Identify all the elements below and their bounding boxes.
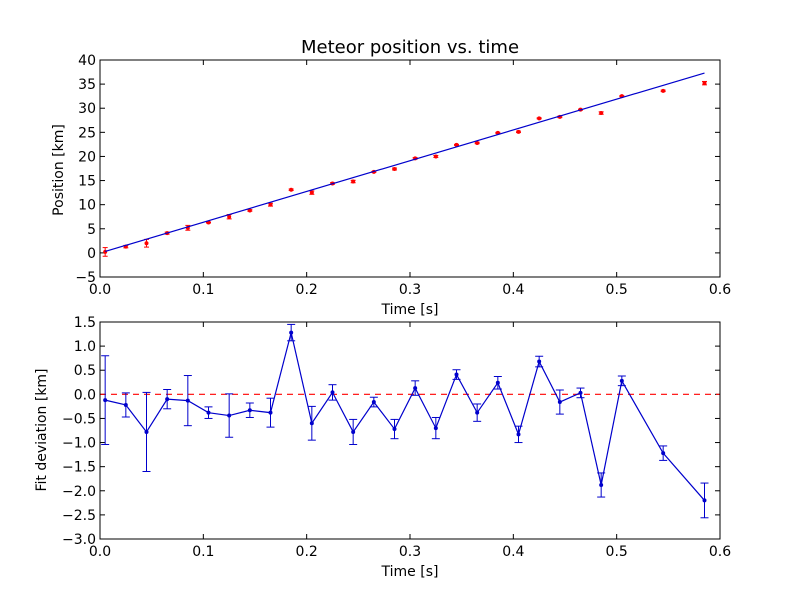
bottom-data-point xyxy=(413,386,418,391)
top-ytick-label: 0 xyxy=(87,246,96,262)
bottom-xtick-label: 0.3 xyxy=(399,544,421,560)
top-ytick-label: 20 xyxy=(78,149,96,165)
top-data-point xyxy=(599,111,604,116)
top-ytick-label: 40 xyxy=(78,53,96,69)
top-xtick-label: 0.0 xyxy=(89,282,111,298)
bottom-ytick-label: −1.5 xyxy=(62,460,96,476)
bottom-xtick-label: 0.0 xyxy=(89,544,111,560)
bottom-data-point xyxy=(619,378,624,383)
bottom-data-point xyxy=(557,400,562,405)
top-xtick-label: 0.4 xyxy=(502,282,524,298)
bottom-ytick-label: 1.0 xyxy=(74,339,96,355)
bottom-data-point xyxy=(475,410,480,415)
bottom-data-point xyxy=(227,413,232,418)
bottom-chart-ylabel: Fit deviation [km] xyxy=(34,368,50,491)
top-data-point xyxy=(661,88,666,93)
top-data-point xyxy=(309,190,314,195)
top-data-point xyxy=(351,179,356,184)
top-xtick-label: 0.2 xyxy=(296,282,318,298)
bottom-data-point xyxy=(123,402,128,407)
bottom-axes-frame xyxy=(99,321,721,540)
bottom-data-point xyxy=(537,359,542,364)
bottom-data-point xyxy=(392,427,397,432)
bottom-xtick-label: 0.1 xyxy=(192,544,214,560)
top-series-line-1 xyxy=(104,72,705,253)
top-data-point xyxy=(144,241,149,246)
bottom-ytick-label: 1.5 xyxy=(74,315,96,331)
top-data-point xyxy=(247,208,252,213)
bottom-data-point xyxy=(599,482,604,487)
bottom-ytick-label: −3.0 xyxy=(62,532,96,548)
bottom-data-point xyxy=(144,429,149,434)
bottom-data-point xyxy=(454,372,459,377)
bottom-data-point xyxy=(309,421,314,426)
top-data-point xyxy=(516,129,521,134)
top-axes-frame xyxy=(99,59,721,278)
bottom-ytick-label: −0.5 xyxy=(62,411,96,427)
bottom-data-point xyxy=(103,398,108,403)
bottom-series-line-0 xyxy=(105,332,705,501)
bottom-xtick-label: 0.2 xyxy=(296,544,318,560)
top-ytick-label: −5 xyxy=(75,270,96,286)
top-ytick-label: 10 xyxy=(78,198,96,214)
top-ytick-label: 35 xyxy=(78,77,96,93)
bottom-chart-xlabel: Time [s] xyxy=(381,564,439,580)
bottom-xtick-label: 0.6 xyxy=(709,544,731,560)
top-data-point xyxy=(392,166,397,171)
top-data-point xyxy=(433,154,438,159)
top-xtick-label: 0.1 xyxy=(192,282,214,298)
bottom-chart: 0.0 0.1 0.2 0.3 0.4 0.5 0.6 −3.0 −2.5 −2.0 −1.5 −1.… xyxy=(62,315,731,560)
bottom-data-point xyxy=(702,498,707,503)
top-data-point xyxy=(475,140,480,145)
bottom-ytick-label: 0.0 xyxy=(74,387,96,403)
bottom-data-point xyxy=(661,451,666,456)
top-ytick-label: 30 xyxy=(78,101,96,117)
bottom-data-point xyxy=(516,432,521,437)
bottom-data-point xyxy=(268,410,273,415)
top-chart-xlabel: Time [s] xyxy=(381,302,439,318)
bottom-data-point xyxy=(206,410,211,415)
bottom-data-point xyxy=(371,400,376,405)
bottom-data-point xyxy=(495,380,500,385)
bottom-ytick-label: −2.5 xyxy=(62,508,96,524)
top-chart: 0.0 0.1 0.2 0.3 0.4 0.5 0.6 −5 0 5 10 15 20 25 30 35 40 xyxy=(75,53,731,298)
bottom-data-point xyxy=(185,398,190,403)
bottom-data-point xyxy=(165,397,170,402)
top-data-point xyxy=(289,187,294,192)
top-xtick-label: 0.3 xyxy=(399,282,421,298)
bottom-data-point xyxy=(330,390,335,395)
top-xtick-label: 0.6 xyxy=(709,282,731,298)
top-chart-ylabel: Position [km] xyxy=(51,124,67,216)
top-xtick-label: 0.5 xyxy=(606,282,628,298)
bottom-data-point xyxy=(433,426,438,431)
top-chart-title: Meteor position vs. time xyxy=(301,37,519,58)
top-data-point xyxy=(537,116,542,121)
top-ytick-label: 25 xyxy=(78,125,96,141)
bottom-ytick-label: −2.0 xyxy=(62,484,96,500)
bottom-xtick-label: 0.5 xyxy=(606,544,628,560)
top-data-point xyxy=(227,214,232,219)
top-data-point xyxy=(454,142,459,147)
bottom-ytick-label: 0.5 xyxy=(74,363,96,379)
bottom-data-point xyxy=(351,429,356,434)
top-ytick-label: 5 xyxy=(87,222,96,238)
top-ytick-label: 15 xyxy=(78,174,96,190)
top-data-point xyxy=(702,81,707,86)
top-data-point xyxy=(268,202,273,207)
bottom-ytick-label: −1.0 xyxy=(62,436,96,452)
bottom-data-point xyxy=(247,408,252,413)
bottom-xtick-label: 0.4 xyxy=(502,544,524,560)
bottom-data-point xyxy=(578,390,583,395)
bottom-data-point xyxy=(289,330,294,335)
